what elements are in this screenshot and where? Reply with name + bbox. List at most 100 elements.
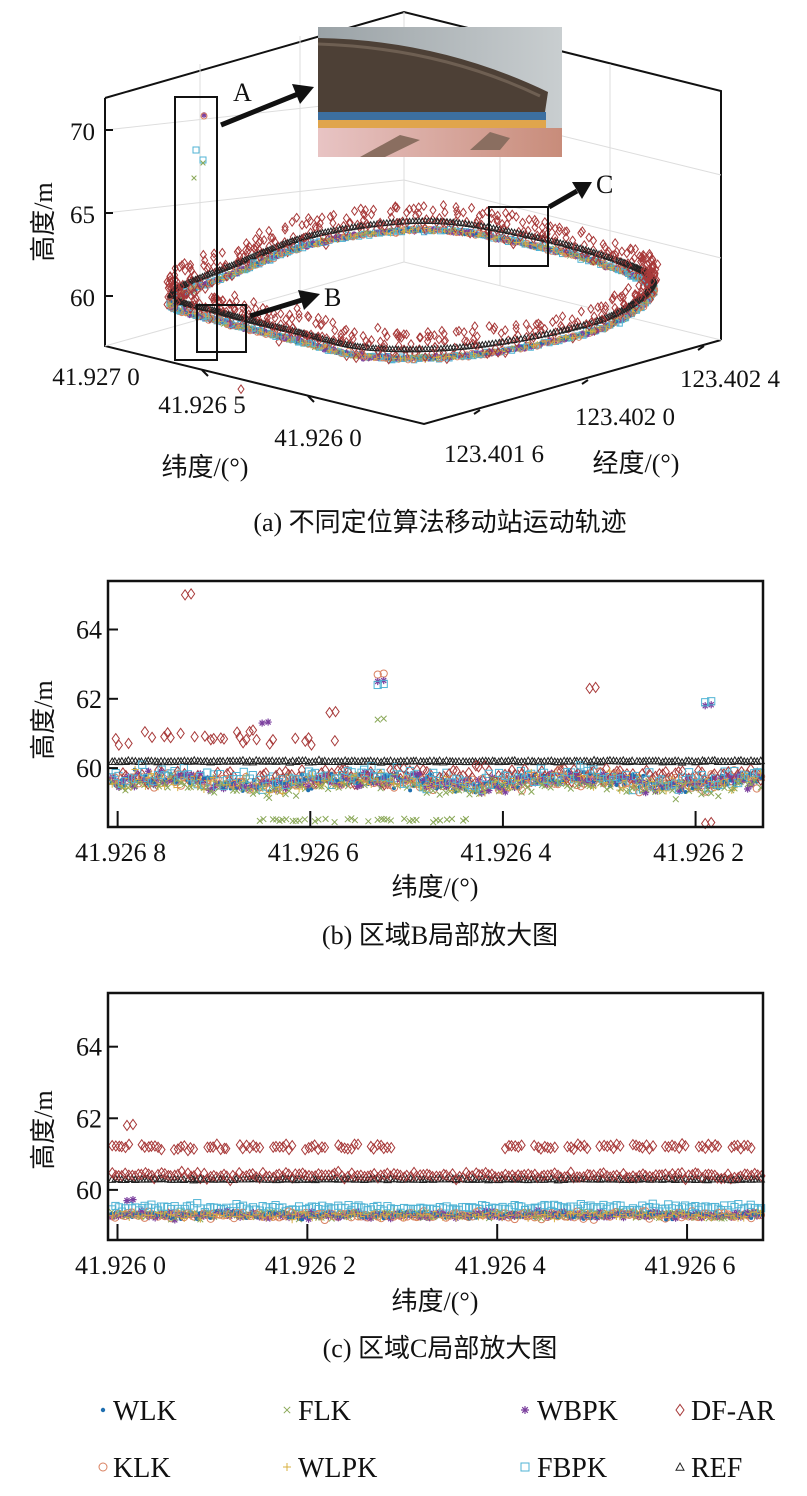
marker-df-ar bbox=[376, 336, 384, 347]
marker-flk bbox=[603, 786, 611, 793]
marker-flk bbox=[292, 792, 300, 800]
marker-wbpk bbox=[203, 280, 209, 286]
marker-df-ar bbox=[255, 237, 263, 248]
marker-df-ar bbox=[402, 207, 411, 218]
marker-df-ar bbox=[512, 211, 520, 222]
marker-df-ar bbox=[391, 202, 399, 213]
annotation-label-b: B bbox=[324, 283, 341, 312]
marker-df-ar bbox=[204, 262, 213, 273]
marker-df-ar bbox=[342, 213, 351, 224]
marker-df-ar bbox=[605, 246, 613, 257]
marker-df-ar bbox=[190, 730, 199, 743]
z-tick-label: 60 bbox=[70, 285, 95, 312]
marker-df-ar bbox=[350, 206, 359, 217]
marker-fbpk bbox=[192, 146, 200, 154]
marker-df-ar bbox=[306, 227, 315, 238]
marker-df-ar bbox=[452, 201, 460, 213]
marker-df-ar bbox=[357, 203, 365, 214]
marker-df-ar bbox=[501, 325, 509, 336]
marker-df-ar bbox=[398, 216, 407, 227]
marker-df-ar bbox=[548, 317, 557, 328]
marker-df-ar bbox=[578, 226, 587, 237]
marker-flk bbox=[322, 815, 329, 823]
marker-df-ar bbox=[176, 262, 184, 273]
marker-df-ar bbox=[471, 321, 479, 332]
marker-df-ar bbox=[186, 259, 195, 270]
marker-df-ar bbox=[613, 246, 621, 257]
lon-tick-label: 123.402 4 bbox=[680, 366, 781, 393]
marker-df-ar bbox=[298, 220, 306, 231]
marker-df-ar bbox=[459, 207, 467, 218]
marker-wlk bbox=[474, 232, 478, 236]
annotation-label-a: A bbox=[233, 78, 252, 107]
marker-flk bbox=[365, 818, 372, 825]
marker-wbpk bbox=[327, 235, 333, 241]
marker-df-ar bbox=[140, 725, 150, 738]
marker-df-ar bbox=[222, 259, 230, 270]
marker-df-ar bbox=[248, 724, 258, 736]
marker-df-ar bbox=[260, 235, 268, 246]
marker-df-ar bbox=[577, 227, 585, 239]
marker-df-ar bbox=[111, 732, 120, 745]
marker-df-ar bbox=[329, 317, 337, 328]
marker-df-ar bbox=[612, 250, 620, 261]
marker-wbpk bbox=[377, 229, 383, 235]
marker-flk bbox=[365, 230, 371, 236]
marker-flk bbox=[191, 175, 197, 181]
lat-tick-label: 41.926 0 bbox=[274, 425, 362, 452]
marker-df-ar bbox=[460, 327, 468, 338]
marker-flk bbox=[301, 816, 309, 823]
marker-df-ar bbox=[255, 227, 263, 238]
marker-df-ar bbox=[305, 311, 313, 323]
marker-ref bbox=[290, 236, 299, 244]
z-tick-label: 65 bbox=[70, 202, 95, 229]
marker-df-ar bbox=[563, 226, 571, 237]
marker-df-ar bbox=[319, 231, 327, 242]
marker-flk bbox=[462, 815, 470, 823]
marker-ref bbox=[310, 230, 319, 238]
marker-wbpk bbox=[490, 234, 496, 240]
marker-wlk bbox=[406, 226, 410, 230]
marker-df-ar bbox=[248, 256, 256, 268]
marker-df-ar bbox=[577, 306, 585, 317]
marker-df-ar bbox=[637, 256, 645, 267]
marker-df-ar bbox=[603, 248, 612, 259]
marker-df-ar bbox=[638, 252, 646, 263]
marker-flk bbox=[528, 788, 535, 795]
marker-wlk bbox=[408, 788, 413, 793]
marker-df-ar bbox=[329, 218, 337, 229]
marker-flk bbox=[269, 816, 277, 823]
marker-df-ar bbox=[498, 218, 506, 230]
marker-df-ar bbox=[203, 264, 211, 275]
marker-df-ar bbox=[256, 236, 265, 247]
marker-df-ar bbox=[435, 334, 443, 345]
marker-wlpk bbox=[317, 237, 324, 244]
caption-a: (a) 不同定位算法移动站运动轨迹 bbox=[253, 508, 626, 537]
marker-df-ar bbox=[200, 260, 208, 271]
marker-df-ar bbox=[265, 225, 273, 236]
marker-df-ar bbox=[585, 232, 593, 243]
marker-df-ar bbox=[218, 247, 226, 258]
marker-df-ar bbox=[252, 733, 261, 746]
marker-wbpk bbox=[197, 283, 204, 289]
marker-ref bbox=[196, 273, 204, 281]
marker-df-ar bbox=[651, 268, 659, 279]
marker-flk bbox=[413, 816, 420, 824]
marker-wbpk bbox=[624, 271, 630, 277]
marker-ref bbox=[318, 228, 327, 236]
marker-df-ar bbox=[311, 221, 319, 232]
marker-df-ar bbox=[318, 212, 326, 223]
marker-df-ar bbox=[288, 216, 296, 228]
marker-wlk bbox=[387, 229, 391, 233]
marker-df-ar bbox=[124, 737, 133, 750]
marker-ref bbox=[308, 231, 316, 239]
marker-ref bbox=[223, 263, 231, 271]
marker-flk bbox=[296, 817, 303, 824]
marker-df-ar bbox=[649, 254, 657, 266]
marker-df-ar bbox=[376, 217, 384, 228]
marker-df-ar bbox=[364, 220, 372, 231]
marker-df-ar bbox=[236, 251, 244, 262]
marker-df-ar bbox=[360, 208, 368, 219]
lon-axis-label: 经度/(°) bbox=[593, 449, 680, 478]
z-axis-label: 高度/m bbox=[29, 182, 58, 261]
